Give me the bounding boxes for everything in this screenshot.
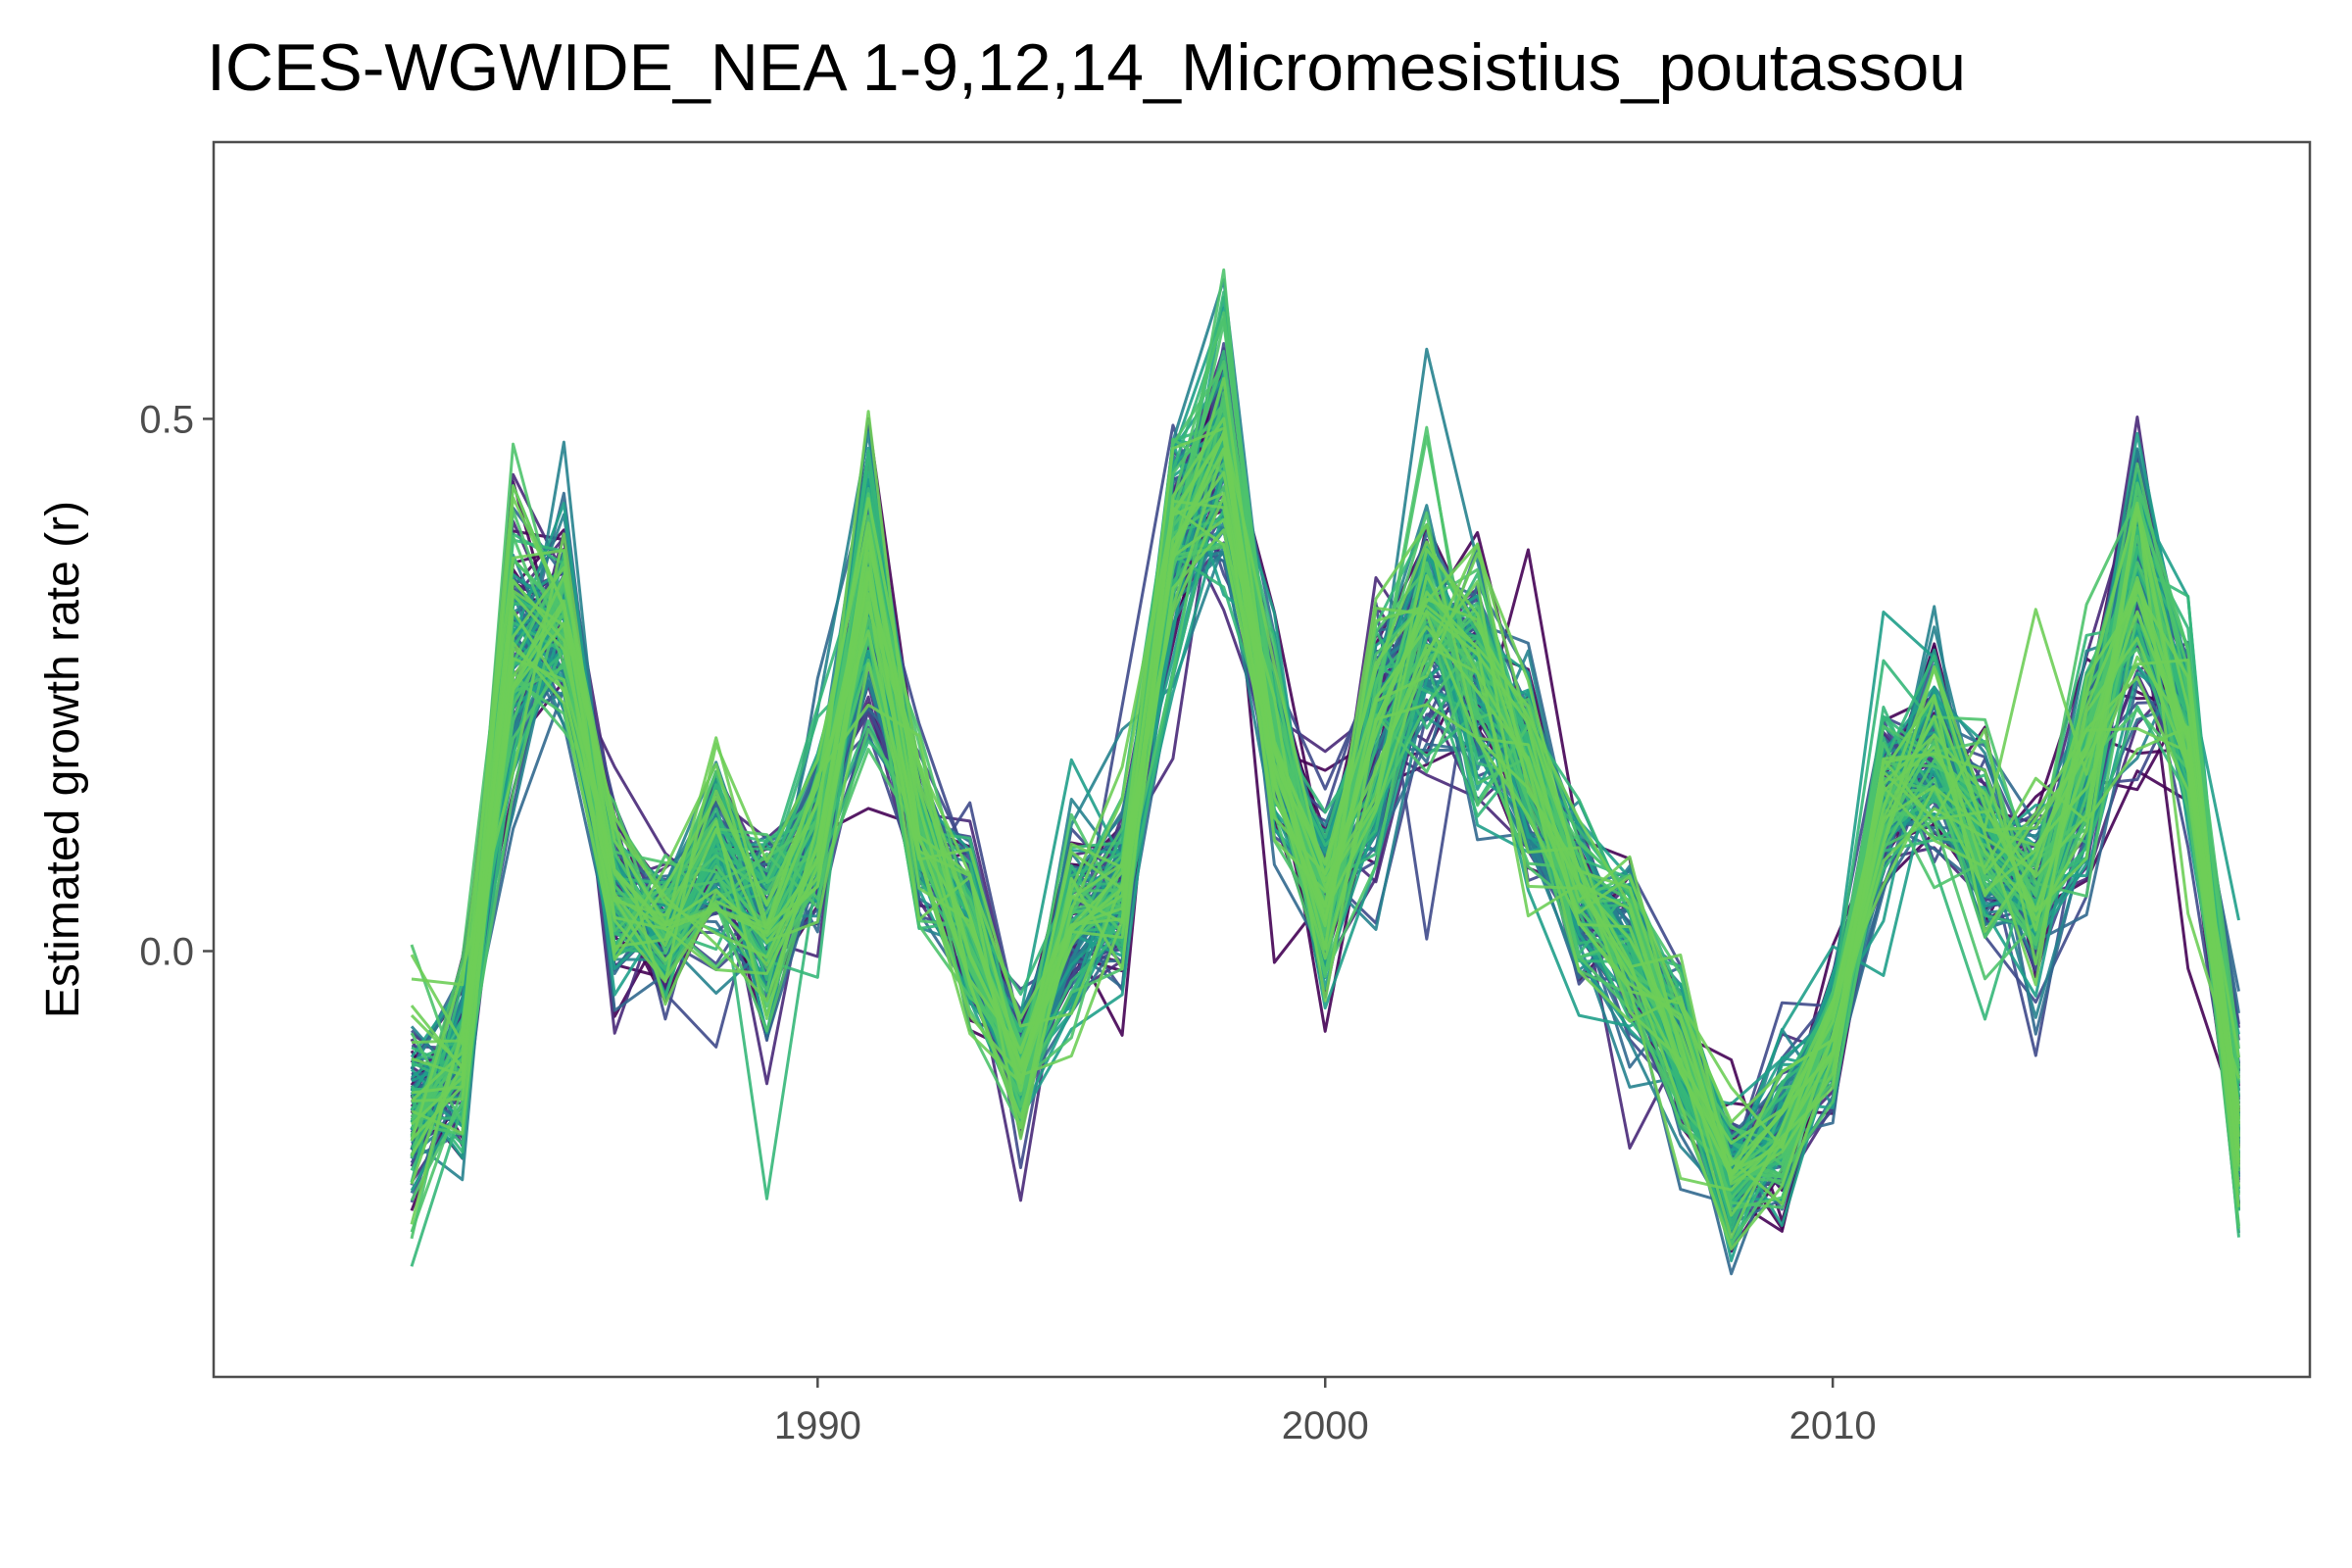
x-axis: 1990 2000 2010 xyxy=(774,1377,1877,1447)
panel-border xyxy=(212,140,2312,1379)
series-line xyxy=(410,434,2240,1205)
y-tick-label: 0.0 xyxy=(139,931,194,974)
y-tick-label: 0.5 xyxy=(139,398,194,441)
series-line xyxy=(410,268,2240,1209)
y-axis: 0.0 0.5 xyxy=(139,398,214,974)
series-line xyxy=(411,512,2240,1189)
series-line xyxy=(411,495,2240,1150)
series-line xyxy=(410,499,2240,1250)
chart-title: ICES-WGWIDE_NEA 1-9,12,14_Micromesistius… xyxy=(207,30,1966,105)
series-line xyxy=(410,410,2240,1167)
series-line xyxy=(410,448,2240,1182)
x-tick-label: 2010 xyxy=(1789,1404,1877,1447)
series-layer xyxy=(410,268,2240,1276)
x-tick-label: 1990 xyxy=(774,1404,861,1447)
series-line xyxy=(411,402,2240,1183)
series-line xyxy=(410,484,2240,1185)
y-axis-title: Estimated growth rate (r) xyxy=(37,501,89,1018)
x-tick-label: 2000 xyxy=(1282,1404,1369,1447)
series-line xyxy=(411,506,2240,1240)
series-line xyxy=(411,416,2240,1217)
